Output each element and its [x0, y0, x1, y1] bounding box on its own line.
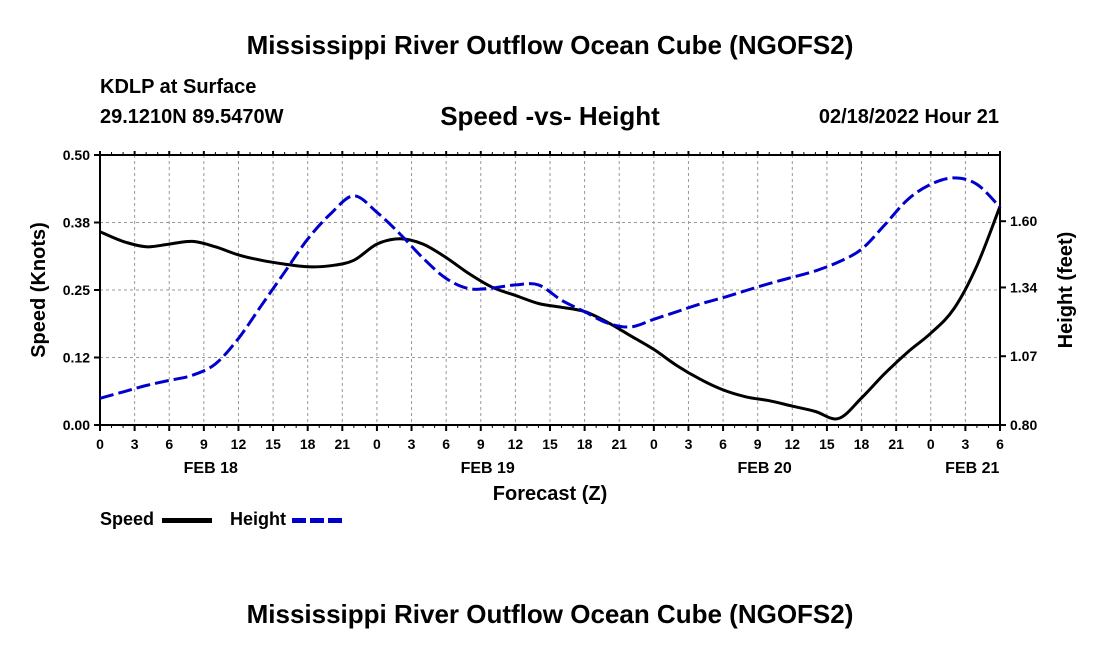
chart-title-repeat: Mississippi River Outflow Ocean Cube (NG… [246, 599, 854, 629]
x-tick-label: 3 [408, 436, 416, 452]
y2-tick-label: 1.07 [1010, 348, 1037, 364]
x-tick-label: 3 [961, 436, 969, 452]
legend-height-swatch [292, 518, 342, 523]
x-tick-label: 6 [996, 436, 1004, 452]
x-date-label: FEB 20 [737, 460, 791, 477]
x-tick-label: 9 [754, 436, 762, 452]
x-date-label: FEB 19 [461, 460, 515, 477]
x-tick-label: 0 [927, 436, 935, 452]
legend-height-label: Height [230, 509, 286, 529]
chart-title: Mississippi River Outflow Ocean Cube (NG… [246, 30, 854, 60]
x-tick-label: 21 [888, 436, 904, 452]
series-line-height [99, 176, 1002, 400]
x-tick-label: 6 [165, 436, 173, 452]
x-axis-label: Forecast (Z) [492, 483, 608, 505]
x-tick-label: 15 [819, 436, 835, 452]
x-tick-label: 0 [96, 436, 104, 452]
y2-axis-label: Height (feet) [1055, 232, 1077, 349]
x-tick-label: 9 [200, 436, 208, 452]
y2-tick-label: 0.80 [1010, 417, 1037, 433]
x-tick-label: 21 [335, 436, 351, 452]
x-tick-label: 6 [719, 436, 727, 452]
x-date-label: FEB 18 [184, 460, 238, 477]
x-tick-label: 18 [300, 436, 316, 452]
x-tick-label: 9 [477, 436, 485, 452]
x-tick-label: 18 [854, 436, 870, 452]
station-name: KDLP at Surface [100, 76, 257, 98]
y-tick-label: 0.00 [63, 417, 90, 433]
chart-subtitle: Speed -vs- Height [440, 101, 660, 131]
forecast-timestamp: 02/18/2022 Hour 21 [818, 106, 999, 128]
x-tick-label: 15 [265, 436, 281, 452]
y-tick-label: 0.12 [63, 350, 90, 366]
y-tick-label: 0.25 [63, 282, 90, 298]
x-tick-label: 0 [373, 436, 381, 452]
y2-tick-label: 1.34 [1010, 279, 1037, 295]
y-tick-label: 0.38 [63, 215, 90, 231]
x-tick-label: 15 [542, 436, 558, 452]
y2-tick-label: 1.60 [1010, 213, 1037, 229]
y-axis-label: Speed (Knots) [28, 222, 50, 358]
station-coords: 29.1210N 89.5470W [100, 106, 284, 128]
x-tick-label: 3 [685, 436, 693, 452]
series-line-speed [99, 205, 1002, 421]
x-tick-label: 12 [231, 436, 247, 452]
x-tick-label: 0 [650, 436, 658, 452]
x-tick-label: 3 [131, 436, 139, 452]
x-tick-label: 6 [442, 436, 450, 452]
legend-speed-label: Speed [100, 509, 155, 529]
x-date-label: FEB 21 [945, 460, 999, 477]
x-tick-label: 12 [785, 436, 801, 452]
x-tick-label: 21 [611, 436, 627, 452]
x-tick-label: 18 [577, 436, 593, 452]
y-tick-label: 0.50 [63, 147, 90, 163]
x-tick-label: 12 [508, 436, 524, 452]
legend-speed-swatch [162, 518, 212, 523]
